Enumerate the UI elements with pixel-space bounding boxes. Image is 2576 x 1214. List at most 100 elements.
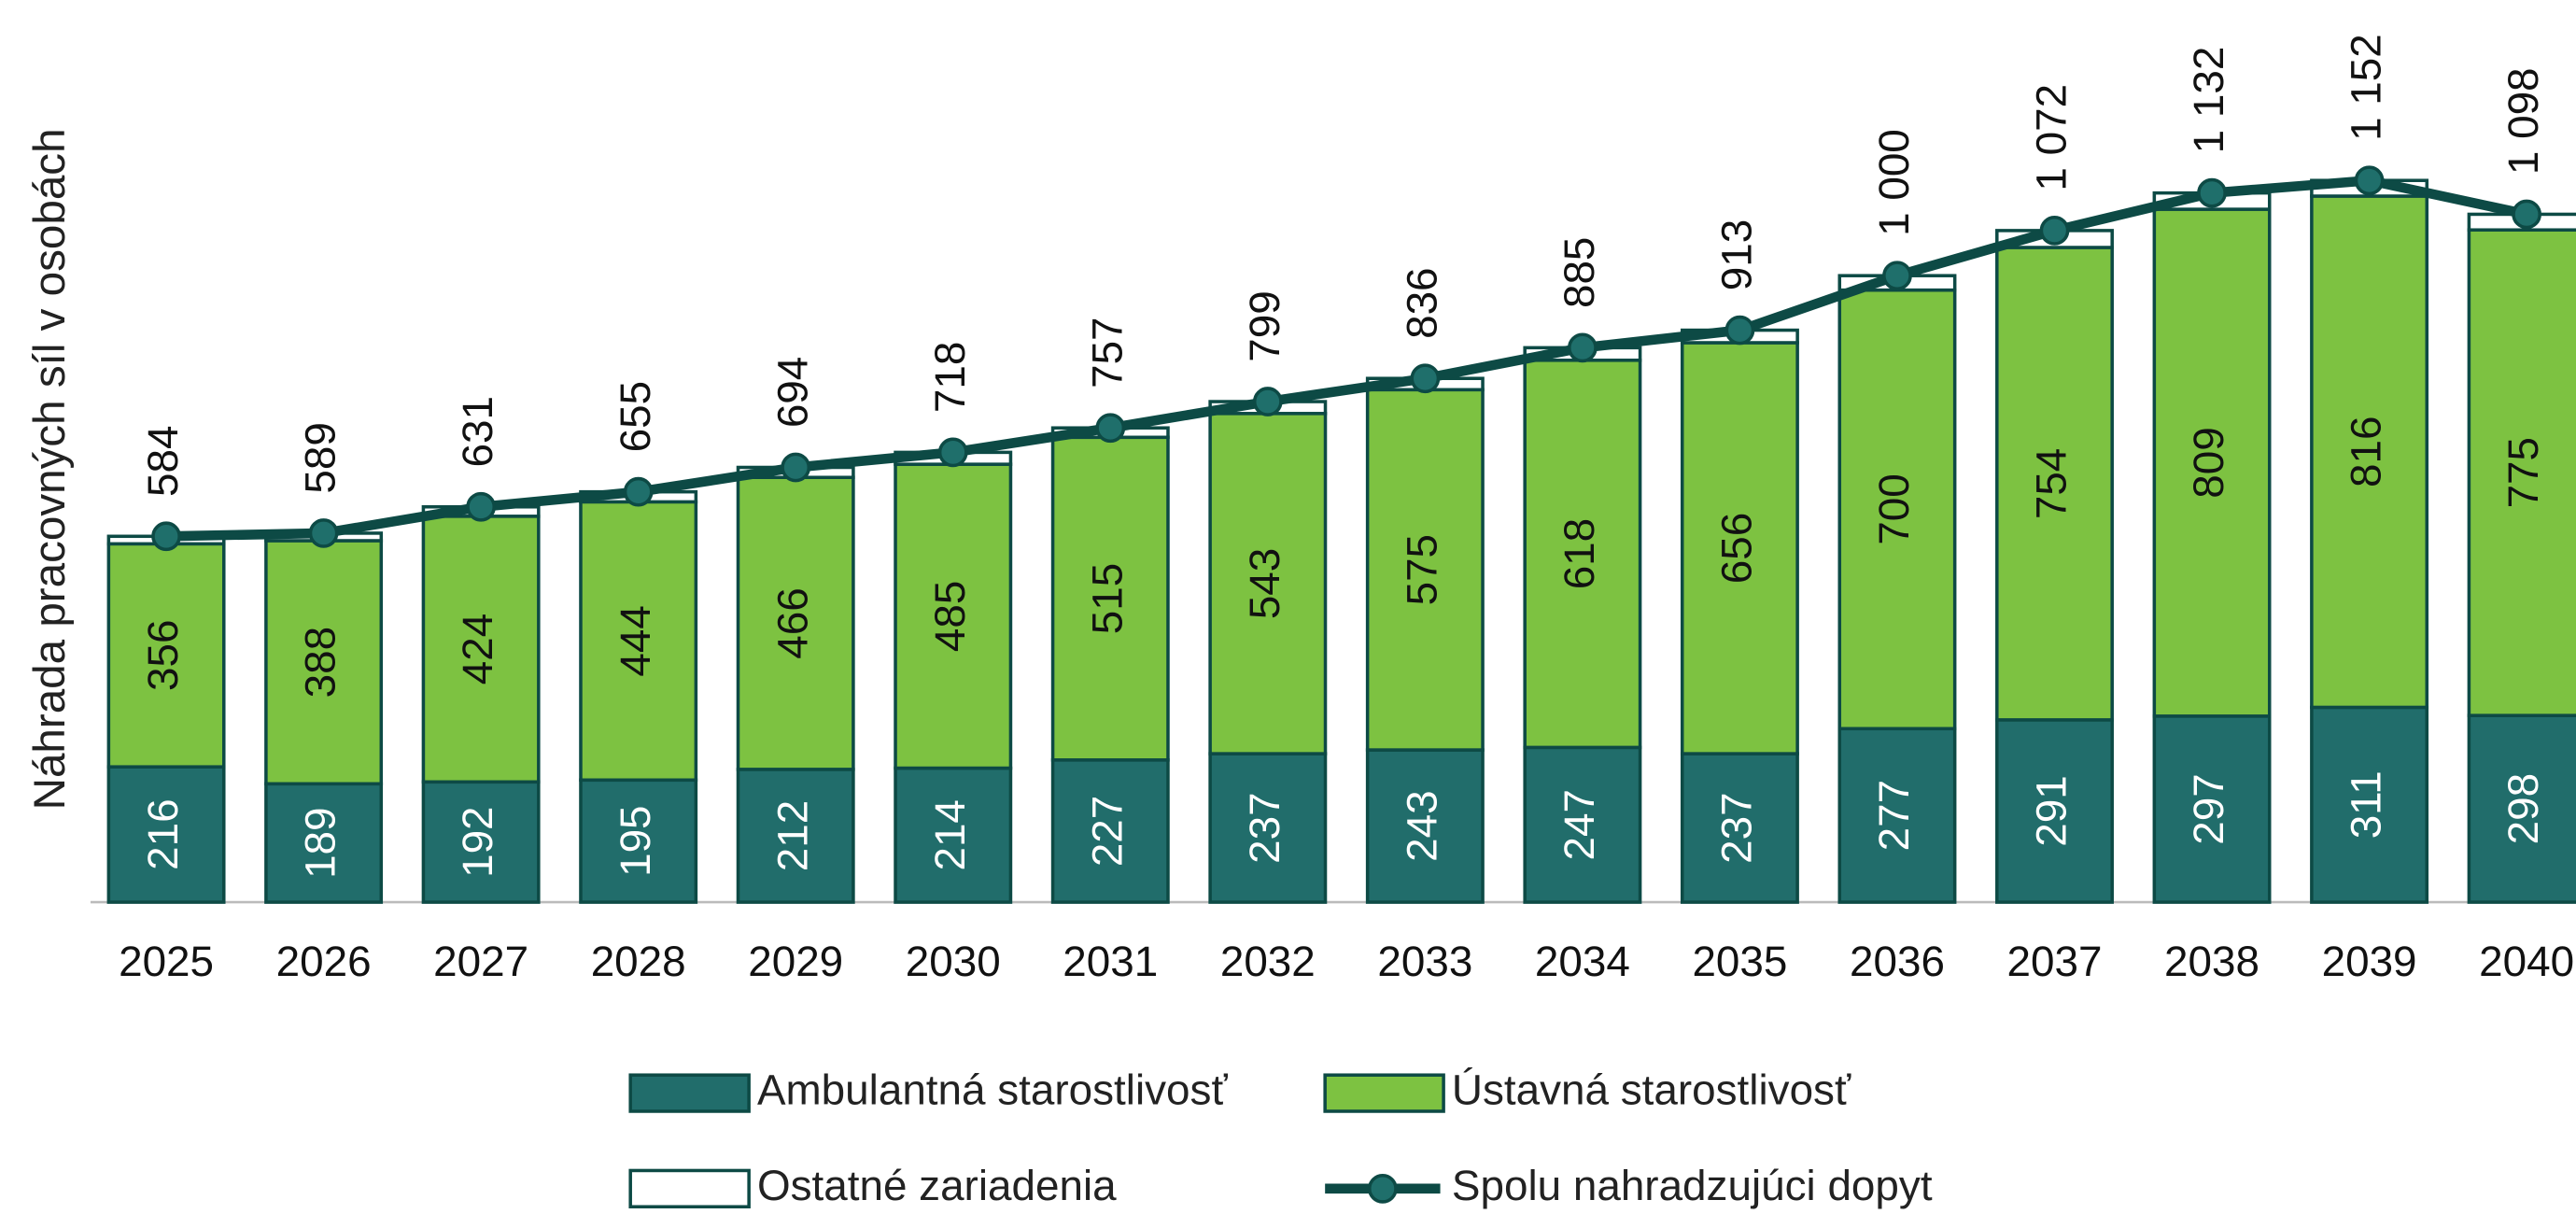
bar-segment [1837,288,1957,731]
bar-segment [1208,752,1328,904]
total-point [308,518,339,548]
bar-value-label: 515 [1083,563,1131,634]
legend-label: Spolu nahradzujúci dopyt [1452,1162,1933,1209]
legend-marker [1368,1173,1398,1204]
bar-value-label: 388 [297,627,345,698]
total-point [2197,177,2227,208]
x-tick-label: 2037 [2007,938,2103,985]
total-point [937,437,968,468]
total-value-label: 836 [1398,267,1445,338]
bar-value-label: 775 [2499,437,2547,508]
bar-segment [264,539,384,786]
legend-label: Ústavná starostlivosť [1452,1066,1851,1114]
bar-value-label: 277 [1870,780,1918,851]
x-tick-label: 2031 [1063,938,1158,985]
bar-value-label: 243 [1398,790,1445,861]
bar-segment [1837,727,1957,904]
bar-value-label: 291 [2028,775,2076,846]
total-point [151,521,181,552]
total-value-label: 718 [926,342,974,413]
bar-value-label: 466 [768,587,816,658]
bar-segment [1365,748,1485,904]
total-point [1568,332,1598,363]
bar-value-label: 754 [2028,448,2076,519]
bar-value-label: 237 [1241,792,1288,863]
x-tick-label: 2040 [2479,938,2574,985]
total-value-label: 584 [139,426,187,497]
y-axis-label: Náhrada pracovných síl v osobách [25,128,75,810]
bar-value-label: 227 [1083,796,1131,867]
x-tick-label: 2035 [1692,938,1787,985]
total-point [1882,261,1912,291]
total-value-label: 913 [1713,219,1761,290]
bar-value-label: 424 [454,614,501,685]
bar-value-label: 237 [1713,792,1761,863]
total-point [2512,199,2541,230]
total-line [165,175,2528,542]
bar-value-label: 212 [768,800,816,871]
x-tick-label: 2036 [1850,938,1945,985]
bar-segment [106,542,226,769]
bar-segment [2310,705,2429,904]
bar-value-label: 216 [139,798,187,869]
bar-value-label: 444 [612,605,659,676]
total-point [623,476,654,507]
total-point [2354,165,2385,196]
bar-segment [1995,246,2114,722]
bar-value-label: 297 [2185,773,2232,844]
x-tick-label: 2034 [1535,938,1630,985]
bar-value-label: 809 [2185,427,2232,498]
bar-value-label: 311 [2343,770,2390,839]
total-value-label: 631 [454,396,501,467]
bar-value-label: 816 [2343,416,2390,487]
bar-segment [2152,207,2272,718]
x-tick-label: 2029 [748,938,843,985]
x-tick-label: 2039 [2322,938,2417,985]
bar-value-label: 656 [1713,513,1761,584]
x-tick-label: 2030 [906,938,1001,985]
total-value-label: 1 098 [2499,67,2547,175]
bar-value-label: 700 [1870,473,1918,544]
x-tick-label: 2027 [433,938,528,985]
legend-label: Ostatné zariadenia [757,1162,1117,1209]
x-tick-label: 2038 [2164,938,2259,985]
legend-swatch [1323,1073,1445,1113]
total-value-label: 1 152 [2343,34,2390,141]
bar-segment [1208,412,1328,755]
x-tick-label: 2028 [591,938,686,985]
bar-value-label: 247 [1555,789,1603,860]
bar-value-label: 195 [612,805,659,876]
bar-segment [579,500,698,783]
total-value-label: 1 000 [1870,129,1918,236]
bar-segment [421,515,541,784]
total-point [1410,363,1441,394]
total-point [1095,413,1126,444]
total-value-label: 694 [768,357,816,428]
bar-value-label: 618 [1555,518,1603,589]
bar-segment [579,778,698,904]
total-value-label: 757 [1083,317,1131,388]
bar-segment [1523,359,1642,750]
total-point [1252,387,1283,416]
bar-segment [1523,745,1642,904]
bar-value-label: 543 [1241,548,1288,619]
legend-swatch [628,1073,751,1113]
bar-segment [736,768,855,904]
total-value-label: 885 [1555,237,1603,308]
total-point [781,452,811,483]
bar-value-label: 298 [2499,773,2547,844]
bar-value-label: 575 [1398,534,1445,605]
bar-value-label: 214 [926,799,974,870]
legend-label: Ambulantná starostlivosť [757,1066,1229,1114]
bar-segment [106,765,226,904]
bar-segment [264,782,384,904]
total-point [466,491,496,522]
bar-segment [894,766,1013,904]
bar-value-label: 356 [139,620,187,691]
total-value-label: 1 132 [2185,47,2232,154]
total-value-label: 1 072 [2028,84,2076,191]
bar-segment [421,780,541,904]
bar-value-label: 189 [297,807,345,878]
